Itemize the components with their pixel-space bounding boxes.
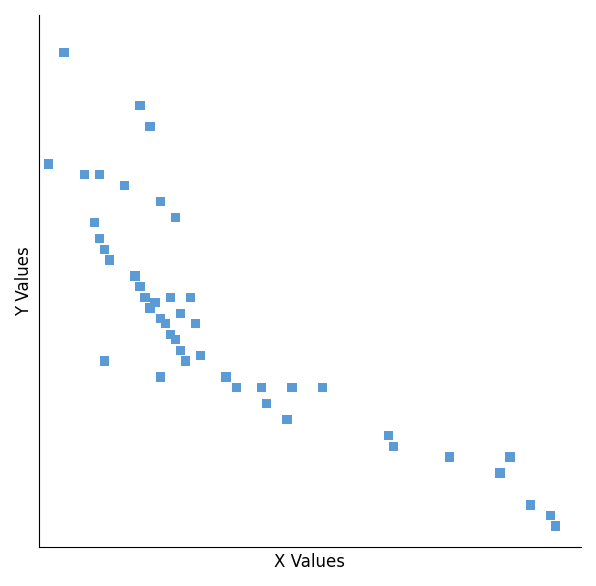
- Point: [495, 468, 505, 478]
- Point: [389, 442, 398, 451]
- Point: [196, 351, 206, 360]
- Point: [170, 335, 180, 345]
- Point: [89, 218, 99, 227]
- Point: [160, 319, 170, 329]
- Point: [145, 122, 155, 131]
- Point: [231, 383, 241, 393]
- X-axis label: X Values: X Values: [274, 553, 345, 571]
- Point: [257, 383, 266, 393]
- Point: [262, 399, 271, 408]
- Point: [140, 292, 150, 302]
- Point: [526, 500, 535, 510]
- Point: [505, 452, 515, 462]
- Point: [384, 431, 393, 440]
- Point: [318, 383, 327, 393]
- Point: [166, 292, 175, 302]
- Point: [287, 383, 297, 393]
- Point: [546, 511, 555, 520]
- Point: [79, 170, 89, 179]
- Point: [100, 356, 109, 366]
- Point: [100, 244, 109, 254]
- Y-axis label: Y Values: Y Values: [15, 246, 33, 316]
- Point: [130, 271, 139, 281]
- Point: [120, 180, 129, 190]
- Point: [176, 308, 185, 318]
- Point: [59, 47, 69, 57]
- Point: [156, 314, 165, 323]
- Point: [191, 319, 200, 329]
- Point: [282, 415, 291, 424]
- Point: [170, 213, 180, 222]
- Point: [95, 234, 104, 243]
- Point: [166, 330, 175, 339]
- Point: [186, 292, 195, 302]
- Point: [176, 346, 185, 355]
- Point: [135, 282, 145, 291]
- Point: [135, 101, 145, 110]
- Point: [156, 372, 165, 381]
- Point: [445, 452, 454, 462]
- Point: [181, 356, 190, 366]
- Point: [221, 372, 231, 381]
- Point: [156, 197, 165, 206]
- Point: [145, 303, 155, 312]
- Point: [551, 522, 560, 531]
- Point: [95, 170, 104, 179]
- Point: [105, 255, 114, 265]
- Point: [150, 298, 160, 307]
- Point: [44, 159, 54, 169]
